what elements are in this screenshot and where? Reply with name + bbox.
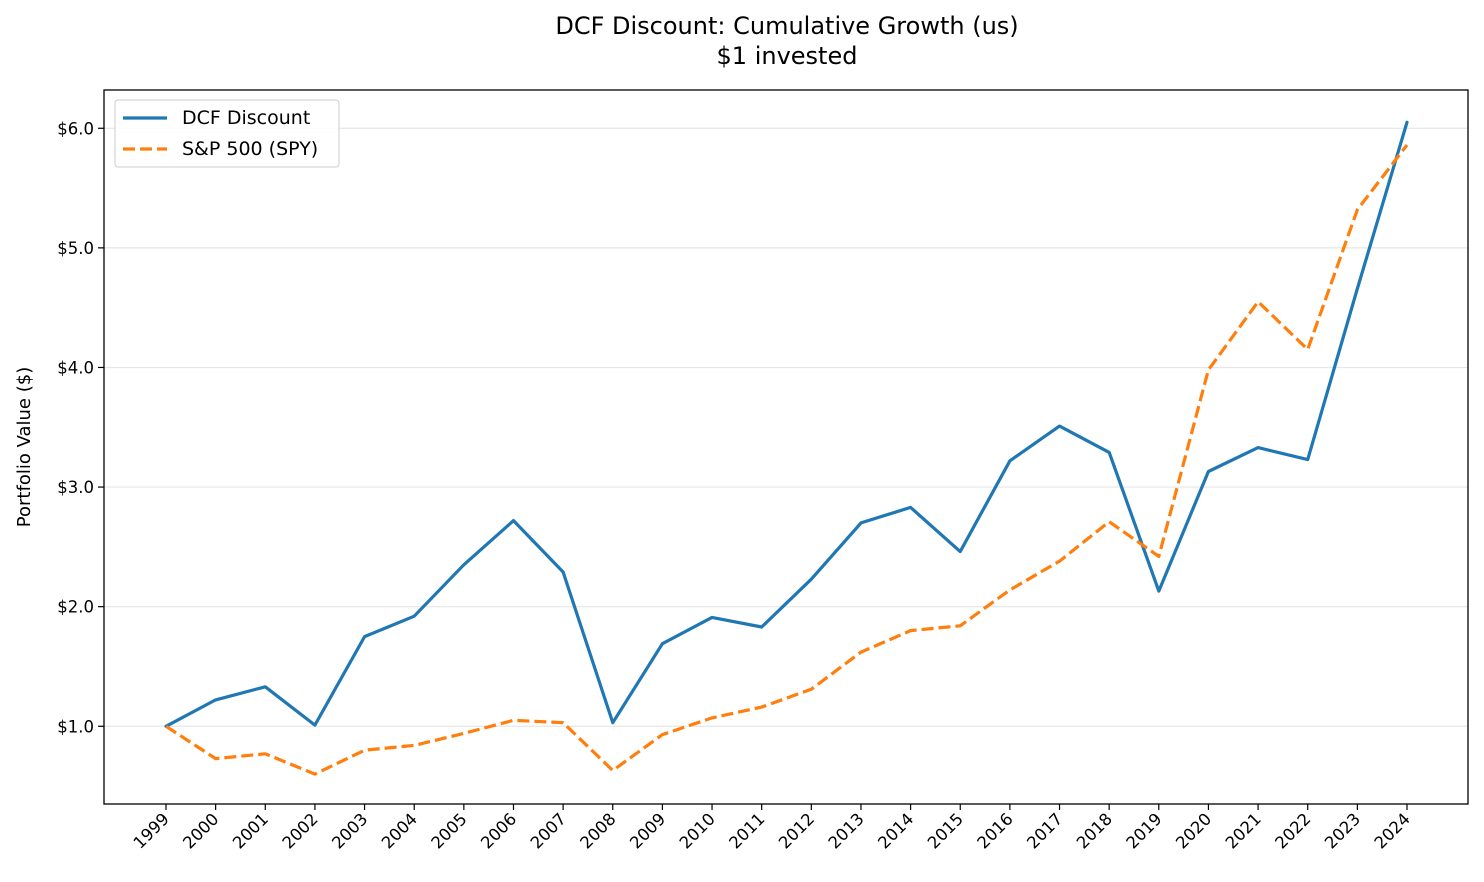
legend-label-dcf-discount: DCF Discount bbox=[182, 107, 310, 129]
plot-frame bbox=[103, 89, 1469, 805]
y-axis: $1.0 $2.0 $3.0 $4.0 $5.0 $6.0 bbox=[57, 119, 104, 736]
y-tick-label: $1.0 bbox=[57, 717, 94, 736]
y-tick-label: $2.0 bbox=[57, 598, 94, 617]
series-line-dcf-discount bbox=[164, 120, 1409, 728]
plot-lines bbox=[164, 120, 1409, 776]
chart-subtitle: $1 invested bbox=[717, 42, 858, 70]
gridlines bbox=[104, 127, 1468, 727]
y-axis-label: Portfolio Value ($) bbox=[14, 367, 35, 527]
y-tick-label: $5.0 bbox=[57, 239, 94, 258]
y-tick-label: $4.0 bbox=[57, 358, 94, 377]
series-line-sp500 bbox=[165, 144, 1409, 776]
legend-label-sp500: S&P 500 (SPY) bbox=[182, 138, 318, 160]
chart-title: DCF Discount: Cumulative Growth (us) bbox=[555, 12, 1018, 40]
y-tick-label: $6.0 bbox=[57, 119, 94, 138]
legend-box bbox=[114, 99, 340, 168]
legend: DCF Discount S&P 500 (SPY) bbox=[114, 99, 340, 168]
y-tick-label: $3.0 bbox=[57, 478, 94, 497]
